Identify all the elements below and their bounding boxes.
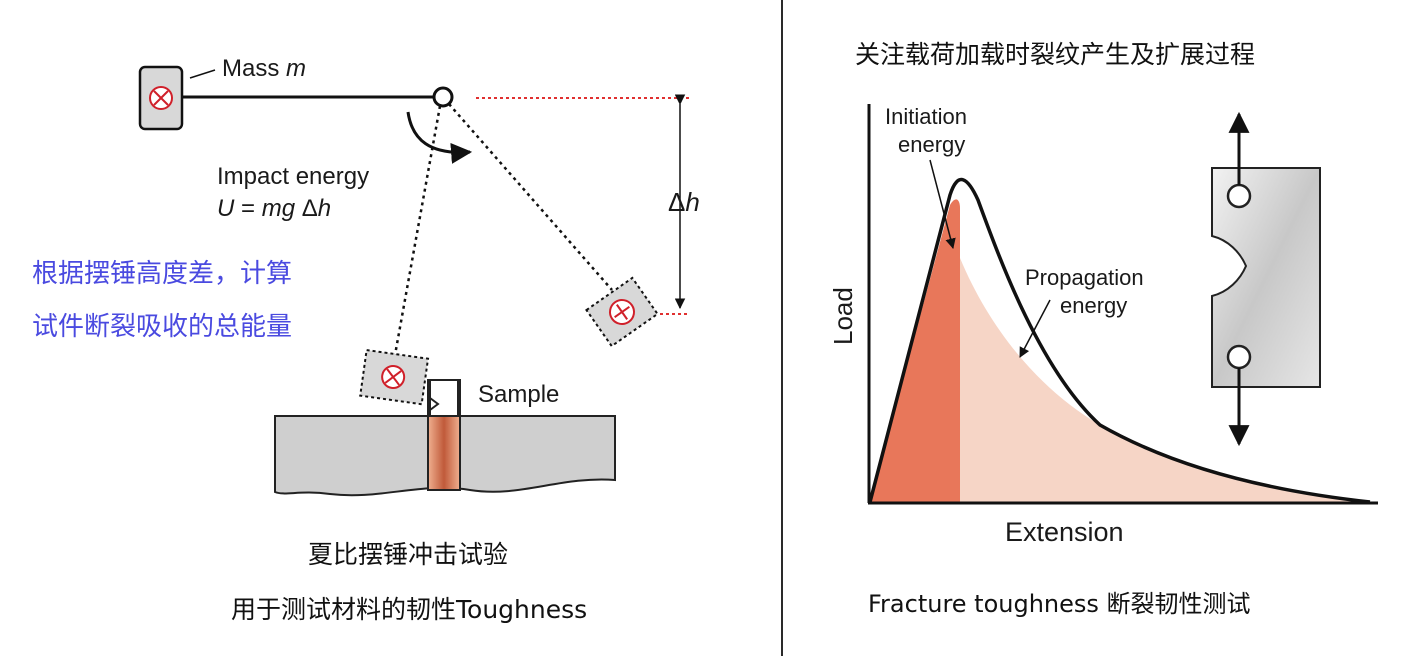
pivot [432,86,454,108]
load-curve [868,178,1371,504]
propagation-label-1: Propagation [1025,265,1144,290]
caption-left-1: 夏比摆锤冲击试验 [308,540,508,569]
ct-specimen [1211,111,1321,447]
note-line-2: 试件断裂吸收的总能量 [32,312,292,342]
caption-left-2: 用于测试材料的韧性Toughness [231,595,587,624]
right-title: 关注载荷加载时裂纹产生及扩展过程 [855,40,1255,69]
propagation-label-2: energy [1060,293,1127,318]
initiation-area [870,199,960,503]
caption-right: Fracture toughness 断裂韧性测试 [868,590,1251,618]
x-axis-label: Extension [1005,517,1124,547]
delta-h-label: Δh [668,187,700,217]
mass-label: Mass m [222,55,306,82]
initiation-label-1: Initiation [885,104,967,129]
impact-energy-label: Impact energy [217,163,369,190]
panel-divider [781,0,783,656]
y-axis-label: Load [828,287,858,345]
impact-energy-formula: U = mg Δh [217,195,331,222]
mass-impact [359,348,430,406]
load-extension-chart [867,104,1378,505]
charpy-diagram [138,65,690,497]
mass-top [138,65,184,131]
mass-final [585,276,659,348]
initiation-label-2: energy [898,132,965,157]
note-line-1: 根据摆锤高度差，计算 [32,259,292,289]
sample-label: Sample [478,381,559,408]
propagation-area [960,258,1370,502]
